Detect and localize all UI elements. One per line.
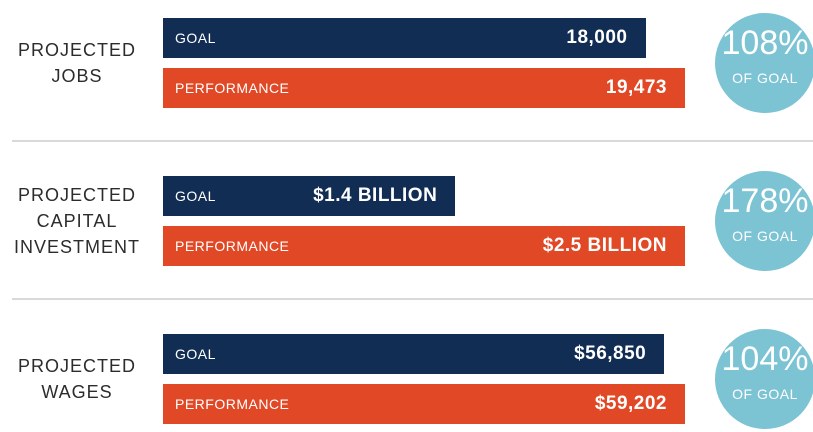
percent-sub: OF GOAL [732, 70, 798, 86]
percent-sub: OF GOAL [732, 228, 798, 244]
percent: 178% [721, 182, 809, 220]
bar-category: GOAL [175, 30, 216, 46]
bar [163, 18, 646, 58]
bar-category: PERFORMANCE [175, 396, 290, 412]
bar-value: $2.5 BILLION [542, 235, 667, 256]
percent: 108% [721, 24, 809, 62]
goal-circle [715, 13, 813, 113]
row-title: PROJECTED JOBS [17, 40, 136, 86]
row-title: PROJECTED WAGES [17, 356, 136, 402]
percent-sub: OF GOAL [732, 386, 798, 402]
bar-value: $1.4 BILLION [313, 185, 438, 206]
bar [163, 384, 685, 424]
row-title: PROJECTED CAPITAL INVESTMENT [13, 185, 140, 257]
bar-value: $59,202 [594, 393, 667, 414]
separator [12, 298, 813, 300]
bar [163, 68, 685, 108]
bar-value: $56,850 [574, 343, 647, 364]
percent: 104% [721, 340, 809, 378]
bar-category: GOAL [175, 188, 216, 204]
separator [12, 140, 813, 142]
bar-value: 19,473 [605, 77, 667, 98]
bar [163, 176, 456, 216]
bar-value: 18,000 [566, 27, 628, 48]
bar [163, 334, 665, 374]
bar-category: PERFORMANCE [175, 80, 290, 96]
goal-circle [715, 329, 813, 429]
bar-category: GOAL [175, 346, 216, 362]
bar [163, 226, 685, 266]
bar-category: PERFORMANCE [175, 238, 290, 254]
goal-circle [715, 171, 813, 271]
